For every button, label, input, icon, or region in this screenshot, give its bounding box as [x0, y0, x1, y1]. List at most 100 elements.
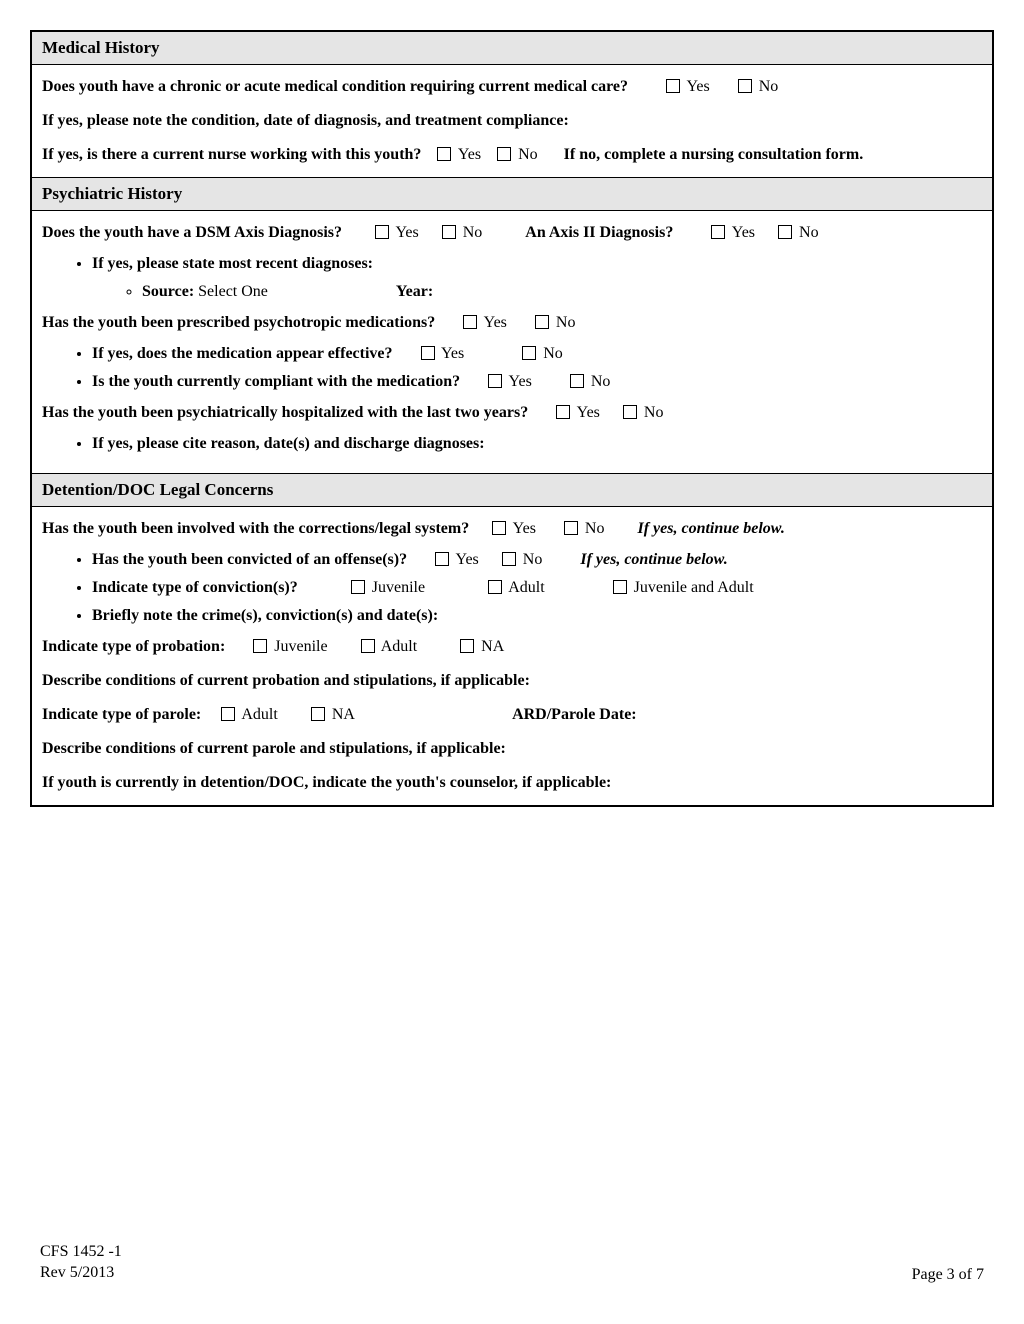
det-bullet2-opt3-label: Juvenile and Adult — [634, 579, 754, 596]
det-q1-yes-label: Yes — [513, 520, 536, 537]
psych-bullet2: If yes, does the medication appear effec… — [92, 345, 393, 362]
medical-q1-yes-checkbox[interactable] — [666, 79, 680, 93]
det-q1-no-label: No — [585, 520, 605, 537]
det-q3: Describe conditions of current probation… — [42, 672, 530, 689]
det-q2-opt1-label: Juvenile — [274, 638, 327, 655]
det-q5: Describe conditions of current parole an… — [42, 740, 506, 757]
det-bullet2-opt1-label: Juvenile — [372, 579, 425, 596]
medical-q3-note: If no, complete a nursing consultation f… — [564, 146, 864, 163]
psych-q2-no-checkbox[interactable] — [535, 315, 549, 329]
psychiatric-header: Psychiatric History — [31, 178, 993, 211]
psych-year-label: Year: — [396, 283, 433, 300]
det-bullet2-opt3-checkbox[interactable] — [613, 580, 627, 594]
psych-q2-yes-checkbox[interactable] — [463, 315, 477, 329]
det-q1-no-checkbox[interactable] — [564, 521, 578, 535]
det-q4-opt1-label: Adult — [241, 706, 277, 723]
psych-bullet2-yes-checkbox[interactable] — [421, 346, 435, 360]
det-bullet1-yes-checkbox[interactable] — [435, 552, 449, 566]
medical-q1-no-checkbox[interactable] — [738, 79, 752, 93]
det-q1: Has the youth been involved with the cor… — [42, 520, 469, 537]
psych-q3: Has the youth been psychiatrically hospi… — [42, 404, 528, 421]
footer-rev: Rev 5/2013 — [40, 1263, 122, 1284]
det-q4: Indicate type of parole: — [42, 706, 201, 723]
medical-q1-yes-label: Yes — [686, 78, 709, 95]
det-q2-opt1-checkbox[interactable] — [253, 639, 267, 653]
detention-body: Has the youth been involved with the cor… — [31, 507, 993, 807]
det-bullet-list: Has the youth been convicted of an offen… — [92, 551, 982, 625]
medical-q3-yes-label: Yes — [458, 146, 481, 163]
detention-header: Detention/DOC Legal Concerns — [31, 474, 993, 507]
psych-q1b-no-label: No — [799, 224, 819, 241]
psych-bullet4: If yes, please cite reason, date(s) and … — [92, 435, 485, 452]
medical-q1-no-label: No — [759, 78, 779, 95]
psych-q2: Has the youth been prescribed psychotrop… — [42, 314, 435, 331]
det-bullet1-note: If yes, continue below. — [580, 551, 727, 568]
psych-bullet-list-1: If yes, please state most recent diagnos… — [92, 255, 982, 301]
psych-bullet2-yes-label: Yes — [441, 345, 464, 362]
footer-page: Page 3 of 7 — [912, 1266, 984, 1284]
medical-q3-no-checkbox[interactable] — [497, 147, 511, 161]
medical-q2: If yes, please note the condition, date … — [42, 112, 569, 129]
psychiatric-body: Does the youth have a DSM Axis Diagnosis… — [31, 211, 993, 474]
det-q6: If youth is currently in detention/DOC, … — [42, 774, 611, 791]
footer: CFS 1452 -1 Rev 5/2013 Page 3 of 7 — [40, 1242, 984, 1284]
psych-q1-no-label: No — [463, 224, 483, 241]
psych-q1: Does the youth have a DSM Axis Diagnosis… — [42, 224, 342, 241]
det-bullet1: Has the youth been convicted of an offen… — [92, 551, 407, 568]
psych-q1b-yes-checkbox[interactable] — [711, 225, 725, 239]
det-q2-opt2-checkbox[interactable] — [361, 639, 375, 653]
medical-q3: If yes, is there a current nurse working… — [42, 146, 421, 163]
medical-q3-yes-checkbox[interactable] — [437, 147, 451, 161]
psych-q3-yes-label: Yes — [577, 404, 600, 421]
det-bullet2-opt2-label: Adult — [508, 579, 544, 596]
psych-bullet3-yes-checkbox[interactable] — [488, 374, 502, 388]
det-q4-opt2-checkbox[interactable] — [311, 707, 325, 721]
det-bullet1-yes-label: Yes — [456, 551, 479, 568]
det-q4-ard: ARD/Parole Date: — [512, 706, 637, 723]
psych-q1-no-checkbox[interactable] — [442, 225, 456, 239]
psych-q1b: An Axis II Diagnosis? — [525, 224, 673, 241]
psych-circle-list: Source: Select One Year: — [142, 283, 982, 301]
det-bullet3: Briefly note the crime(s), conviction(s)… — [92, 607, 438, 624]
footer-left: CFS 1452 -1 Rev 5/2013 — [40, 1242, 122, 1284]
det-bullet2-opt2-checkbox[interactable] — [488, 580, 502, 594]
psych-q2-yes-label: Yes — [484, 314, 507, 331]
psych-q1b-yes-label: Yes — [732, 224, 755, 241]
psych-bullet-list-3: If yes, please cite reason, date(s) and … — [92, 435, 982, 453]
det-q1-note: If yes, continue below. — [637, 520, 784, 537]
det-q2: Indicate type of probation: — [42, 638, 225, 655]
det-q1-yes-checkbox[interactable] — [492, 521, 506, 535]
psych-bullet2-no-checkbox[interactable] — [522, 346, 536, 360]
psych-bullet3-yes-label: Yes — [509, 373, 532, 390]
det-q4-opt2-label: NA — [332, 706, 354, 723]
det-q2-opt2-label: Adult — [381, 638, 417, 655]
det-bullet2: Indicate type of conviction(s)? — [92, 579, 298, 596]
psych-q3-no-label: No — [644, 404, 664, 421]
det-q2-opt3-checkbox[interactable] — [460, 639, 474, 653]
psych-bullet-list-2: If yes, does the medication appear effec… — [92, 345, 982, 391]
medical-q3-no-label: No — [518, 146, 538, 163]
psych-q2-no-label: No — [556, 314, 576, 331]
psych-bullet3-no-checkbox[interactable] — [570, 374, 584, 388]
psych-q1-yes-checkbox[interactable] — [375, 225, 389, 239]
psych-q1b-no-checkbox[interactable] — [778, 225, 792, 239]
det-q4-opt1-checkbox[interactable] — [221, 707, 235, 721]
psych-bullet3: Is the youth currently compliant with th… — [92, 373, 460, 390]
medical-body: Does youth have a chronic or acute medic… — [31, 65, 993, 178]
medical-q1: Does youth have a chronic or acute medic… — [42, 78, 628, 95]
psych-q3-yes-checkbox[interactable] — [556, 405, 570, 419]
det-bullet1-no-label: No — [523, 551, 543, 568]
det-q2-opt3-label: NA — [481, 638, 504, 655]
psych-source-value[interactable]: Select One — [198, 283, 268, 300]
footer-form-id: CFS 1452 -1 — [40, 1242, 122, 1263]
psych-q1-yes-label: Yes — [395, 224, 418, 241]
psych-bullet3-no-label: No — [591, 373, 611, 390]
psych-source-label: Source: — [142, 283, 194, 300]
psych-bullet2-no-label: No — [543, 345, 563, 362]
form-table: Medical History Does youth have a chroni… — [30, 30, 994, 807]
psych-q3-no-checkbox[interactable] — [623, 405, 637, 419]
det-bullet1-no-checkbox[interactable] — [502, 552, 516, 566]
det-bullet2-opt1-checkbox[interactable] — [351, 580, 365, 594]
medical-header: Medical History — [31, 31, 993, 65]
psych-bullet1: If yes, please state most recent diagnos… — [92, 255, 373, 272]
